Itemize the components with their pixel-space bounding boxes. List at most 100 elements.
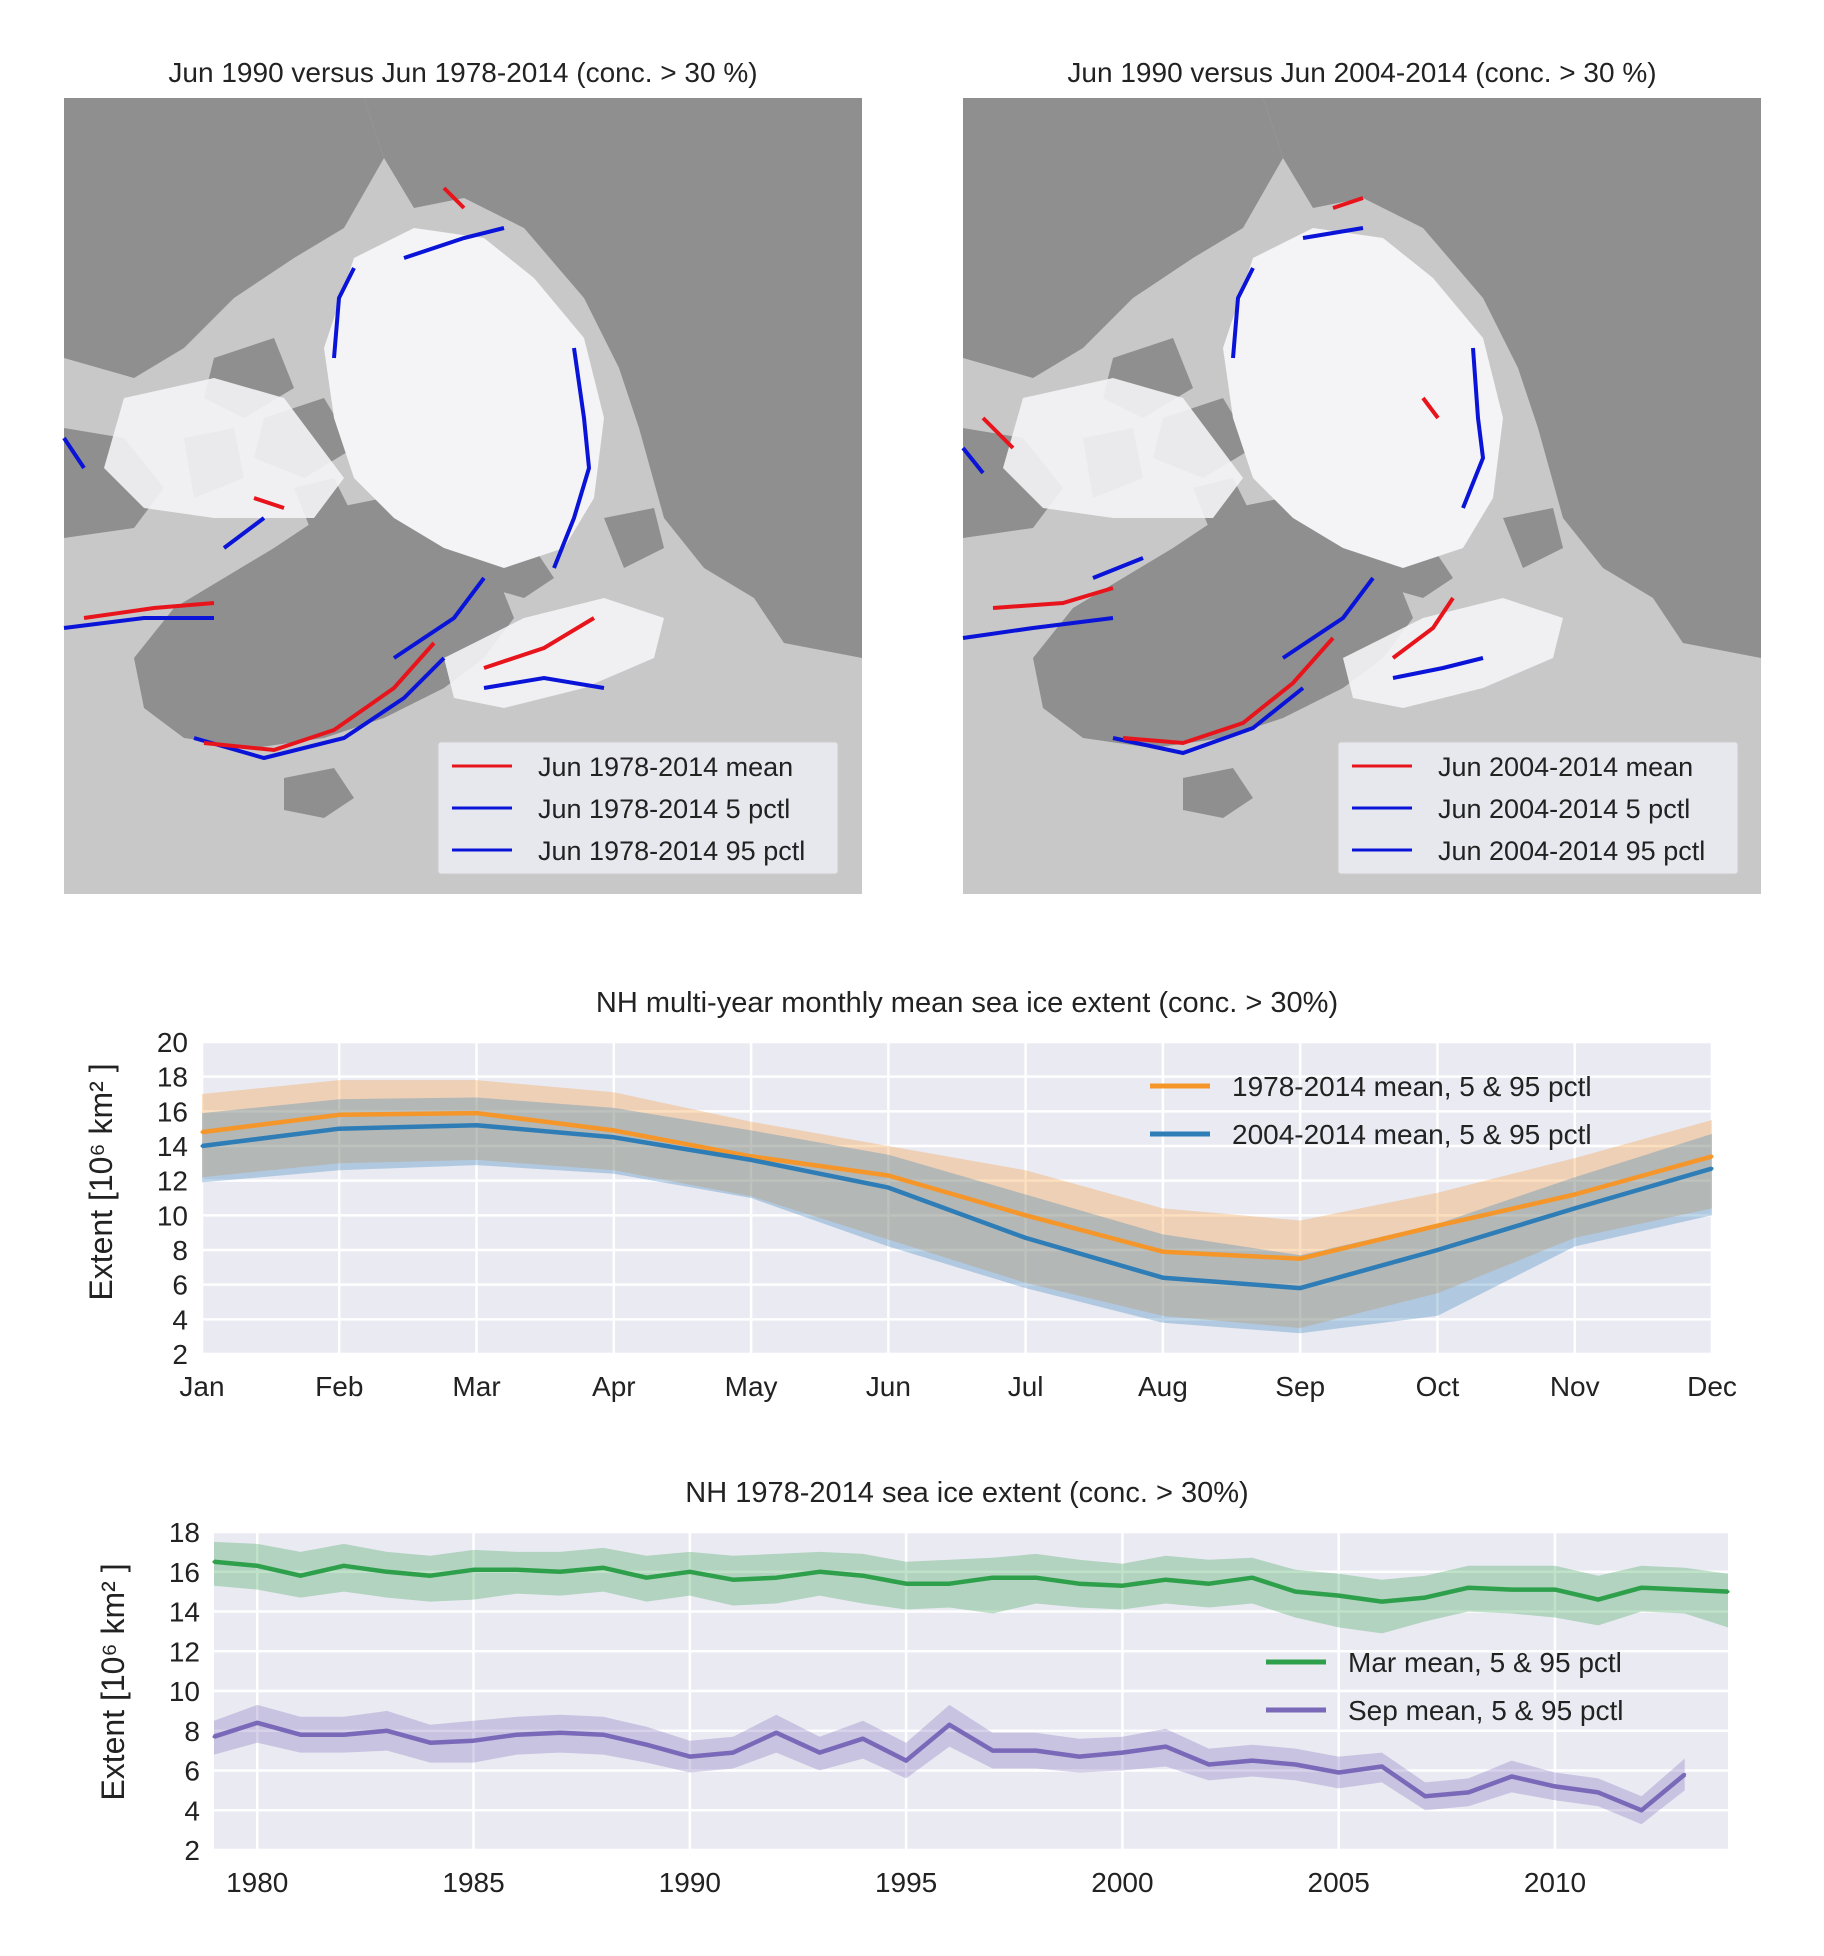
data-point [1207,1582,1211,1586]
map-1-legend: Jun 1978-2014 mean Jun 1978-2014 5 pctl … [437,741,839,875]
y-tick-label: 4 [184,1795,200,1826]
data-point [1207,1763,1211,1766]
data-point [342,1564,346,1568]
data-point [1726,1590,1730,1594]
legend-label: 2004-2014 mean, 5 & 95 pctl [1232,1119,1592,1150]
x-tick-label: Feb [315,1371,363,1402]
legend-label: Sep mean, 5 & 95 pctl [1348,1695,1624,1726]
x-tick-label: Jan [179,1371,224,1402]
data-point [749,1158,753,1162]
data-point [731,1578,735,1582]
data-point [601,1566,605,1570]
data-point [475,1123,478,1127]
legend-label: Jun 2004-2014 95 pctl [1438,836,1705,866]
data-point [688,1755,692,1759]
x-tick-label: Aug [1138,1371,1188,1402]
data-point [1161,1276,1165,1280]
data-point [1436,1224,1439,1228]
series-line-2 [201,1122,1713,1291]
data-point [731,1751,735,1755]
data-point [886,1186,890,1190]
x-tick-label: 1980 [226,1867,288,1898]
data-point [255,1564,259,1568]
data-point [428,1741,432,1745]
x-tick-label: 2010 [1524,1867,1586,1898]
data-point [472,1568,475,1572]
data-point [904,1759,908,1763]
data-point [1596,1790,1600,1794]
data-point [212,1560,216,1564]
x-tick-label: Sep [1275,1371,1325,1402]
data-point [337,1127,341,1131]
data-point [1024,1213,1028,1217]
x-tick-label: Mar [452,1371,500,1402]
data-point [200,1130,204,1134]
x-tick-label: 2000 [1091,1867,1153,1898]
data-point [558,1570,562,1574]
y-tick-label: 2 [172,1339,188,1370]
series-band-2 [202,1097,1712,1334]
data-point [1710,1154,1714,1158]
y-tick-label: 6 [172,1270,188,1301]
data-point [1380,1765,1384,1768]
legend-label: Jun 1978-2014 95 pctl [538,836,805,866]
legend-label: Jun 2004-2014 5 pctl [1438,794,1690,824]
data-point [475,1111,478,1115]
data-point [947,1582,951,1586]
data-point [1640,1586,1643,1590]
y-tick-label: 6 [184,1756,200,1787]
data-point [428,1574,432,1578]
x-tick-label: Dec [1687,1371,1737,1402]
series-band-1 [214,1541,1728,1634]
y-tick-label: 18 [157,1062,188,1093]
data-point [1337,1771,1341,1774]
data-point [1553,1588,1557,1592]
data-point [1467,1790,1470,1794]
data-point [904,1582,908,1586]
data-point [337,1113,341,1117]
data-point [1510,1588,1514,1592]
legend-label: 1978-2014 mean, 5 & 95 pctl [1232,1071,1592,1102]
data-point [1710,1167,1714,1170]
data-point [612,1135,616,1139]
map-2-legend: Jun 2004-2014 mean Jun 2004-2014 5 pctl … [1337,741,1739,875]
y-tick-label: 10 [169,1676,200,1707]
data-point [861,1574,865,1578]
x-tick-label: 2005 [1308,1867,1370,1898]
monthly-extent-chart: NH multi-year monthly mean sea ice exten… [83,987,1737,1402]
data-point [1423,1596,1427,1600]
data-point [947,1723,951,1727]
data-point [1436,1248,1439,1252]
y-tick-label: 12 [157,1166,188,1197]
x-tick-label: 1990 [659,1867,721,1898]
data-point [774,1576,778,1580]
data-point [342,1733,346,1737]
annual-extent-chart: NH 1978-2014 sea ice extent (conc. > 30%… [95,1477,1730,1898]
data-point [1337,1594,1341,1598]
data-point [1553,1784,1557,1788]
data-point [1573,1193,1577,1196]
data-point [1120,1584,1124,1588]
data-point [1596,1598,1600,1602]
y-axis-label: Extent [10⁶ km² ] [83,1063,119,1300]
x-tick-label: 1985 [442,1867,504,1898]
map-panel-2: Jun 1990 versus Jun 2004-2014 (conc. > 3… [961,57,1761,894]
y-tick-label: 16 [169,1557,200,1588]
data-point [1573,1206,1577,1210]
data-point [558,1731,562,1735]
x-tick-label: Nov [1550,1371,1600,1402]
y-tick-label: 8 [184,1716,200,1747]
x-tick-label: 1995 [875,1867,937,1898]
y-tick-label: 16 [157,1096,188,1127]
data-point [255,1721,259,1725]
data-point [688,1570,692,1574]
data-point [1077,1755,1081,1759]
y-tick-label: 4 [172,1304,188,1335]
y-tick-label: 14 [157,1131,188,1162]
x-tick-label: Apr [592,1371,636,1402]
data-point [991,1749,995,1753]
map-panel-1: Jun 1990 versus Jun 1978-2014 (conc. > 3… [62,57,862,894]
data-point [385,1729,389,1733]
x-tick-label: Jul [1008,1371,1044,1402]
y-tick-label: 12 [169,1636,200,1667]
